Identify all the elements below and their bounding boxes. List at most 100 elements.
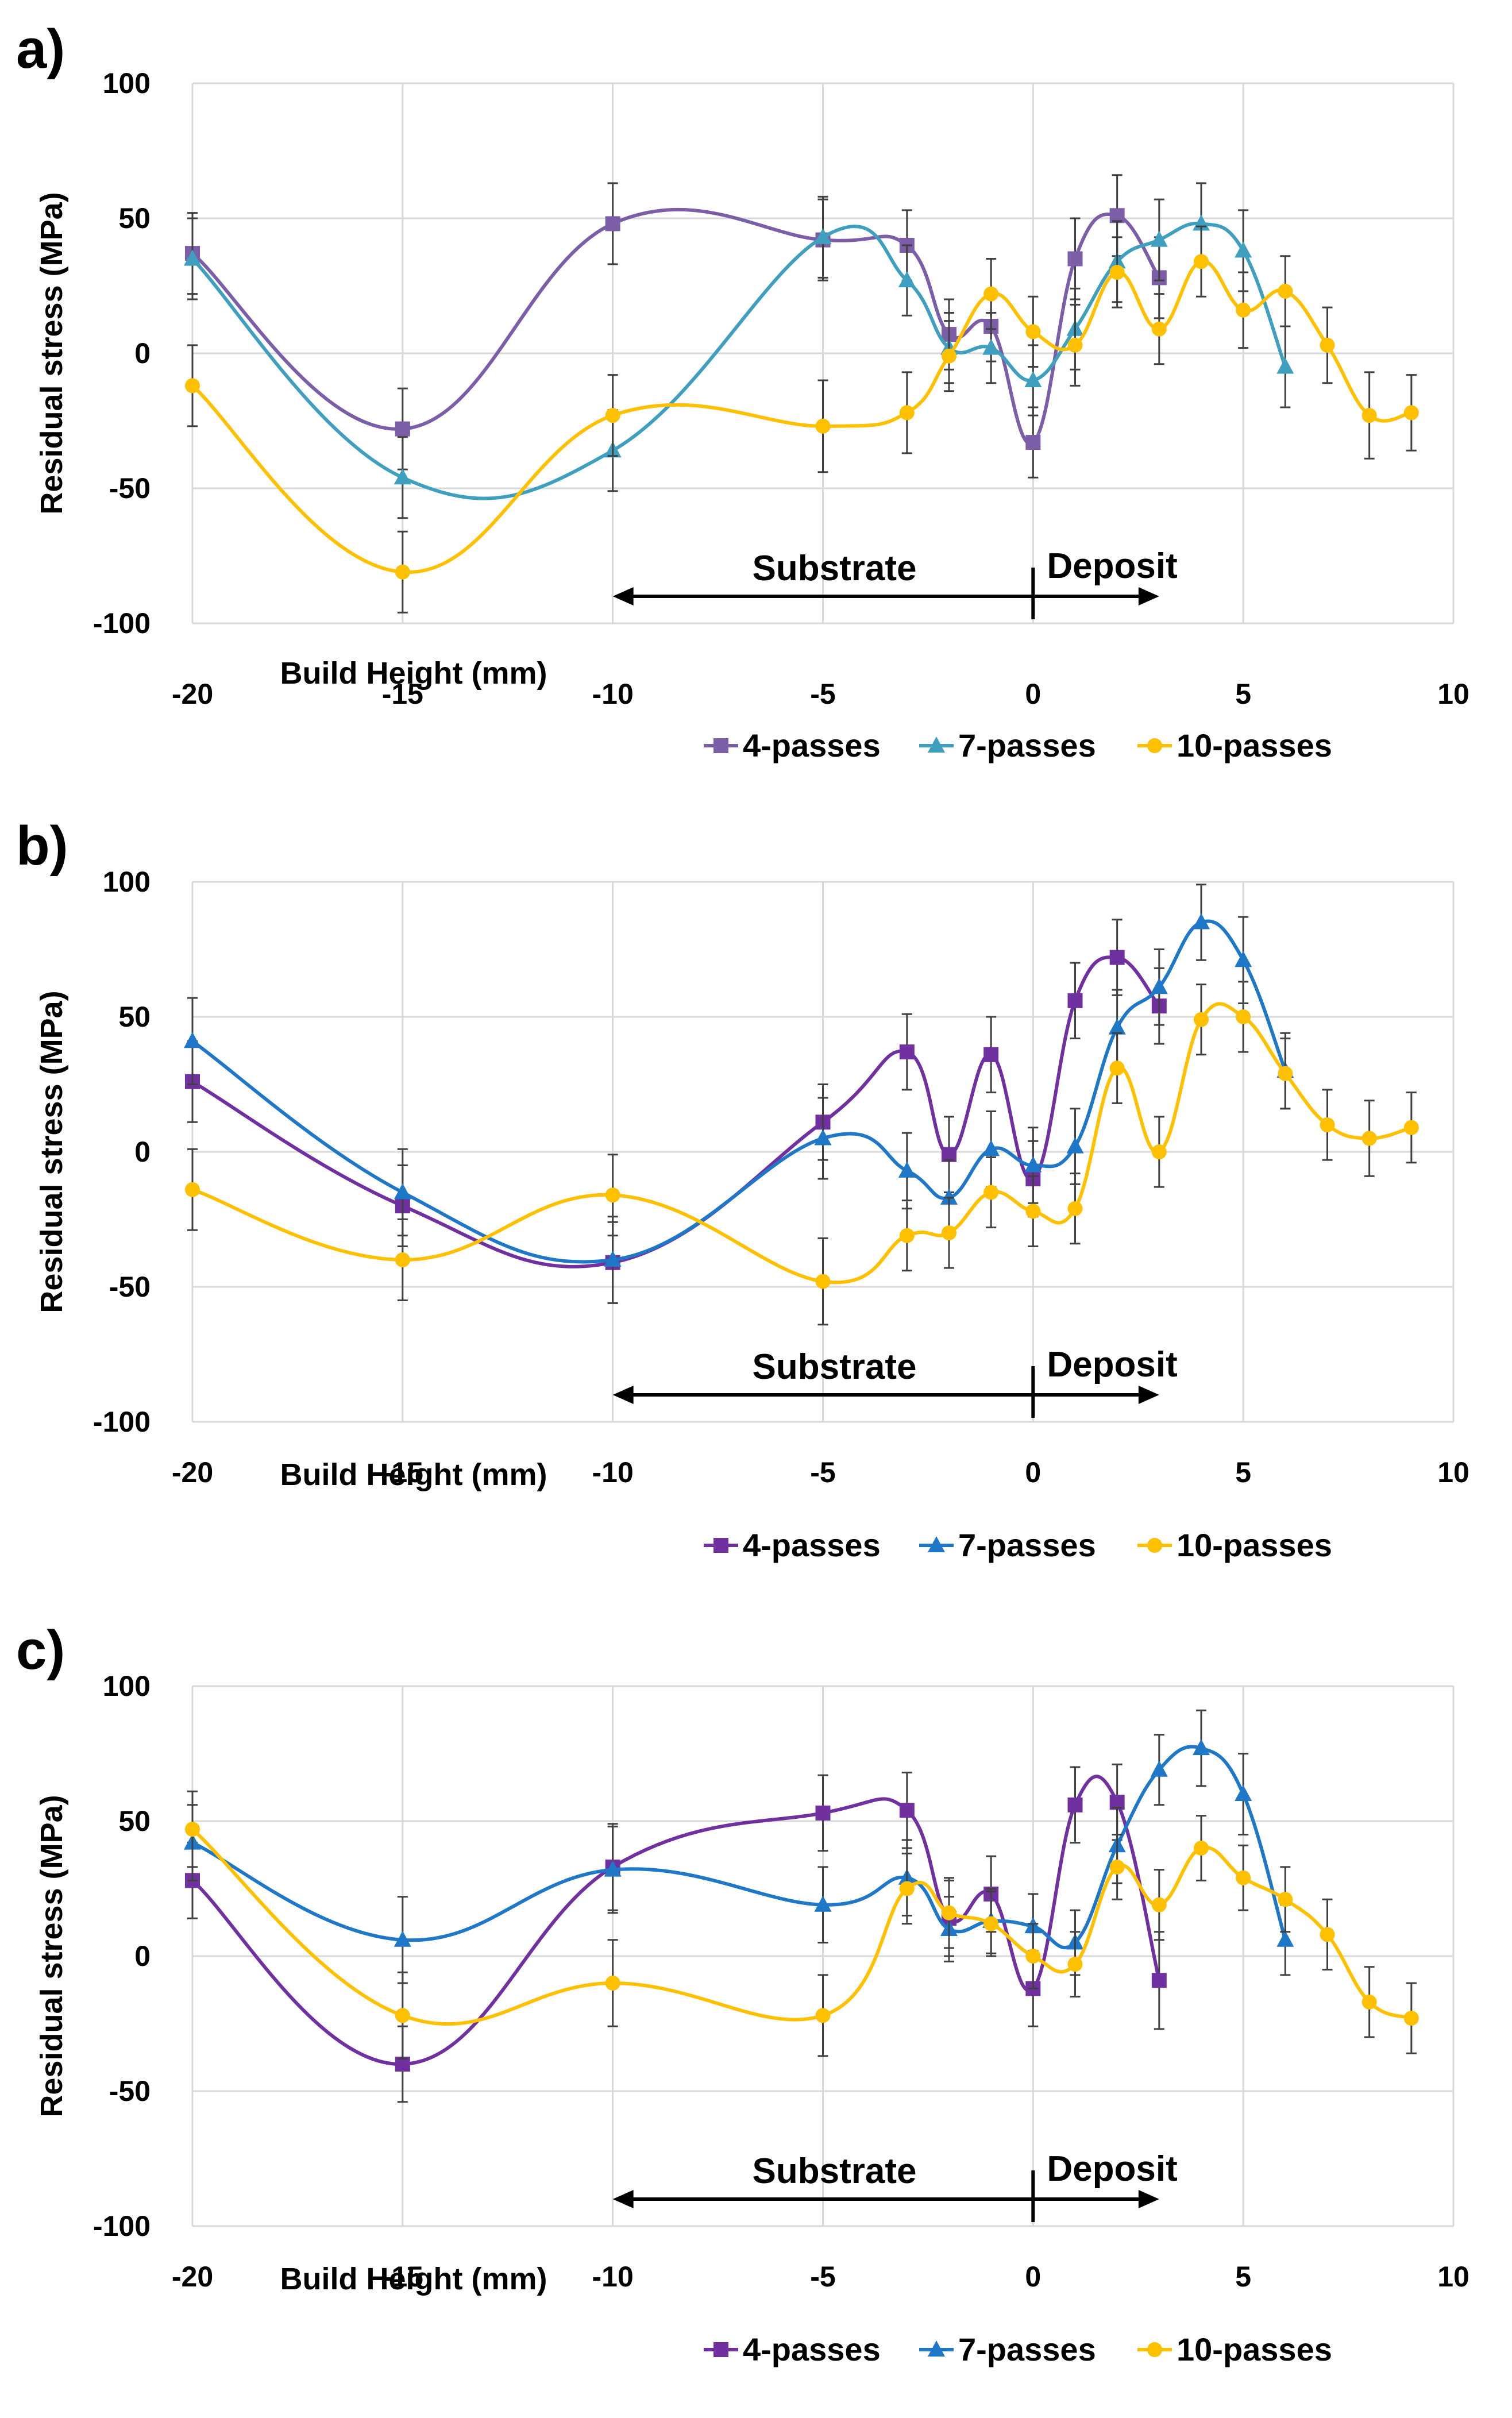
data-point (1320, 1117, 1335, 1132)
x-tick-label: 0 (1025, 678, 1041, 710)
data-point (1067, 251, 1083, 267)
x-tick-label: 10 (1437, 2261, 1469, 2293)
data-point (983, 1047, 999, 1062)
series-4-passes (185, 1763, 1167, 2103)
x-tick-label: -5 (810, 1456, 835, 1488)
series-line (191, 955, 1161, 1268)
data-point (898, 1161, 916, 1178)
x-tick-label: -10 (592, 1456, 634, 1488)
data-point (815, 2008, 831, 2023)
data-point (1361, 408, 1377, 423)
data-point (1109, 950, 1125, 965)
data-point (1361, 1131, 1377, 1146)
data-point (983, 1916, 999, 1931)
arrowhead-left (612, 2190, 634, 2208)
deposit-label: Deposit (1047, 2149, 1177, 2189)
x-tick-label: -5 (810, 678, 835, 710)
data-point (1024, 371, 1042, 387)
data-point (942, 1225, 956, 1240)
data-point (942, 1905, 956, 1920)
data-point (1025, 435, 1041, 450)
legend-item: 7-passes (919, 727, 1096, 763)
x-tick-label: -10 (592, 678, 634, 710)
series-4-passes (185, 174, 1167, 479)
legend-label: 7-passes (958, 2331, 1096, 2367)
legend-item: 10-passes (1137, 727, 1332, 763)
y-tick-label: -50 (109, 472, 151, 504)
y-tick-label: 0 (134, 1940, 151, 1972)
arrowhead-left (612, 1386, 634, 1404)
data-point (815, 418, 831, 434)
data-point (982, 1140, 1000, 1156)
data-point (814, 1129, 832, 1146)
y-tick-label: 50 (118, 1001, 151, 1033)
legend-item: 10-passes (1137, 2331, 1332, 2367)
data-point (815, 1805, 831, 1821)
data-point (1236, 302, 1251, 318)
y-tick-label: -100 (93, 1406, 151, 1438)
data-point (395, 421, 410, 437)
data-point (814, 227, 832, 244)
panel-label: a) (16, 18, 65, 80)
x-tick-label: 5 (1235, 2261, 1251, 2293)
y-axis-label: Residual stress (MPa) (34, 192, 69, 514)
data-point (899, 1228, 915, 1243)
y-tick-label: -50 (109, 2075, 151, 2107)
x-tick-label: 10 (1437, 678, 1469, 710)
data-point (942, 348, 956, 364)
data-point (1320, 337, 1335, 353)
data-point (1151, 1144, 1167, 1159)
data-point (1193, 913, 1210, 930)
data-point (1150, 230, 1168, 247)
x-tick-label: 5 (1235, 1456, 1251, 1488)
data-point (1024, 1156, 1042, 1173)
data-point (899, 405, 915, 421)
x-tick-label: -15 (382, 2261, 423, 2293)
data-point (394, 1183, 411, 1200)
data-point (899, 1044, 915, 1060)
x-tick-label: -20 (172, 2261, 213, 2293)
data-point (1320, 1927, 1335, 1942)
data-point (1025, 1949, 1041, 1964)
data-point (1108, 1018, 1126, 1035)
data-point (394, 468, 411, 485)
data-point (395, 1252, 410, 1267)
x-axis-label: Build Height (mm) (280, 2262, 547, 2296)
x-tick-label: -10 (592, 2261, 634, 2293)
legend-label: 4-passes (743, 2331, 881, 2367)
data-point (1150, 1760, 1168, 1777)
legend-item: 10-passes (1137, 1527, 1332, 1563)
series-10-passes (185, 981, 1419, 1326)
y-tick-label: 0 (134, 1136, 151, 1168)
legend-item: 4-passes (704, 1527, 881, 1563)
legend-marker (713, 2342, 728, 2357)
data-point (1067, 993, 1083, 1008)
x-tick-label: 5 (1235, 678, 1251, 710)
legend-marker (1147, 1538, 1162, 1553)
legend-label: 4-passes (743, 1527, 881, 1563)
data-point (1025, 1204, 1041, 1219)
arrowhead-left (612, 587, 634, 606)
data-point (983, 286, 999, 302)
data-point (1067, 1957, 1083, 1972)
series-7-passes (184, 1709, 1294, 1984)
data-point (1150, 978, 1168, 994)
data-point (1361, 1994, 1377, 2010)
data-point (605, 1976, 620, 1991)
legend-marker (713, 1538, 728, 1553)
series-line (191, 919, 1287, 1264)
substrate-label: Substrate (753, 2151, 917, 2191)
data-point (1276, 1930, 1294, 1947)
data-point (1235, 951, 1252, 967)
data-point (185, 378, 200, 394)
series-line (191, 1775, 1161, 2066)
x-tick-label: 0 (1025, 2261, 1041, 2293)
data-point (814, 1895, 832, 1912)
legend-marker (713, 738, 728, 753)
series-line (192, 1002, 1412, 1285)
data-point (185, 1182, 200, 1197)
arrowhead-right (1138, 1386, 1159, 1404)
y-tick-label: 100 (103, 1670, 151, 1702)
